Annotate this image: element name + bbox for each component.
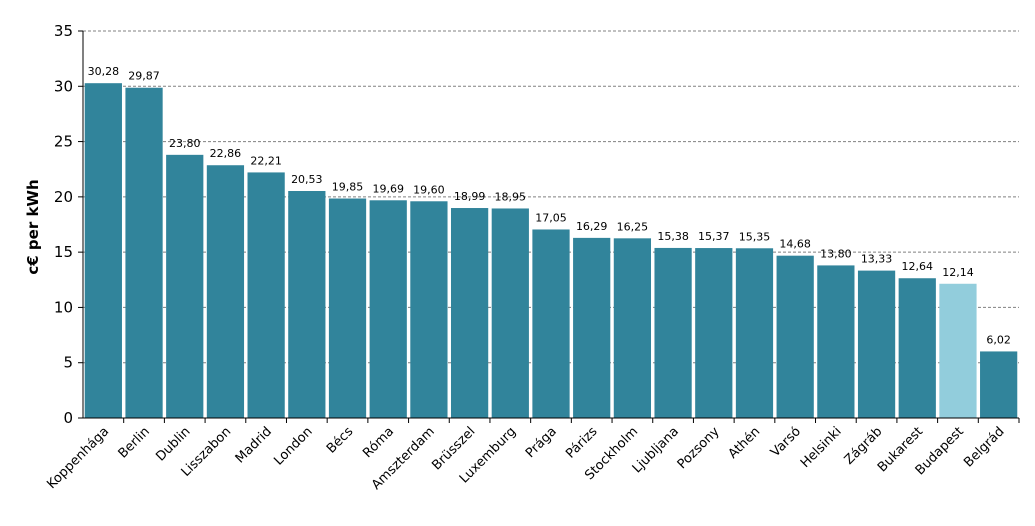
category-label: Bécs <box>324 424 357 457</box>
category-label: Párizs <box>563 424 600 461</box>
bar-10 <box>491 208 529 418</box>
y-tick-label: 15 <box>54 243 73 261</box>
category-label: Varsó <box>768 424 804 460</box>
category-label: Athén <box>726 424 764 462</box>
bar-9 <box>450 208 489 418</box>
axis-layer <box>78 30 1020 423</box>
category-label: Koppenhága <box>44 424 112 492</box>
bar-14 <box>654 247 692 418</box>
bar-layer <box>84 83 1018 419</box>
bar-6 <box>328 198 367 418</box>
category-label: Helsinki <box>798 424 845 471</box>
bar-16 <box>735 248 774 418</box>
data-label: 30,28 <box>88 65 120 78</box>
y-tick-label: 0 <box>63 409 73 427</box>
bar-11 <box>532 229 570 418</box>
bar-8 <box>410 201 448 418</box>
data-label: 18,95 <box>495 190 527 203</box>
bar-17 <box>776 255 814 418</box>
bar-5 <box>288 190 326 418</box>
data-label: 16,29 <box>576 220 608 233</box>
y-tick-label: 20 <box>54 188 73 206</box>
bar-2 <box>166 154 204 418</box>
data-label: 17,05 <box>535 211 567 224</box>
data-label: 22,21 <box>250 154 282 167</box>
bar-4 <box>247 172 285 418</box>
category-label: Berlin <box>116 424 153 461</box>
data-label: 12,14 <box>942 266 974 279</box>
data-label: 6,02 <box>986 333 1011 346</box>
y-tick-label: 30 <box>54 77 73 95</box>
data-label: 15,35 <box>739 230 771 243</box>
bar-18 <box>817 265 855 418</box>
data-label: 29,87 <box>128 70 160 83</box>
y-tick-label: 35 <box>54 22 73 40</box>
bar-7 <box>369 200 407 418</box>
category-label: Pozsony <box>675 424 723 472</box>
bar-3 <box>206 165 245 418</box>
data-label: 19,85 <box>332 181 364 194</box>
data-label: 15,38 <box>657 230 689 243</box>
data-label: 22,86 <box>210 147 242 160</box>
data-label: 13,80 <box>820 247 852 260</box>
bar-1 <box>125 87 163 418</box>
category-label: Madrid <box>233 424 275 466</box>
data-label: 14,68 <box>779 238 811 251</box>
bar-0 <box>84 83 122 419</box>
data-label: 19,69 <box>372 182 404 195</box>
category-label: Belgrád <box>961 424 1007 470</box>
data-label: 20,53 <box>291 173 323 186</box>
data-label: 16,25 <box>617 220 649 233</box>
category-label: Róma <box>360 424 397 461</box>
bar-19 <box>857 270 896 418</box>
data-label: 18,99 <box>454 190 486 203</box>
y-tick-label: 25 <box>54 133 73 151</box>
y-tick-label: 5 <box>63 354 73 372</box>
bar-21 <box>939 283 977 418</box>
data-label: 13,33 <box>861 253 893 266</box>
y-tick-label: 10 <box>54 298 73 316</box>
bar-12 <box>573 237 611 418</box>
bar-22 <box>980 351 1018 418</box>
data-label: 19,60 <box>413 183 445 196</box>
data-label: 15,37 <box>698 230 730 243</box>
bar-20 <box>898 278 936 418</box>
bar-13 <box>613 238 652 418</box>
bar-15 <box>695 248 733 418</box>
category-label: London <box>271 424 315 468</box>
category-label: Dublin <box>153 424 193 464</box>
y-axis-title: c€ per kWh <box>24 179 42 274</box>
category-label: Prága <box>523 424 560 461</box>
data-label: 12,64 <box>902 260 934 273</box>
data-label: 23,80 <box>169 137 201 150</box>
